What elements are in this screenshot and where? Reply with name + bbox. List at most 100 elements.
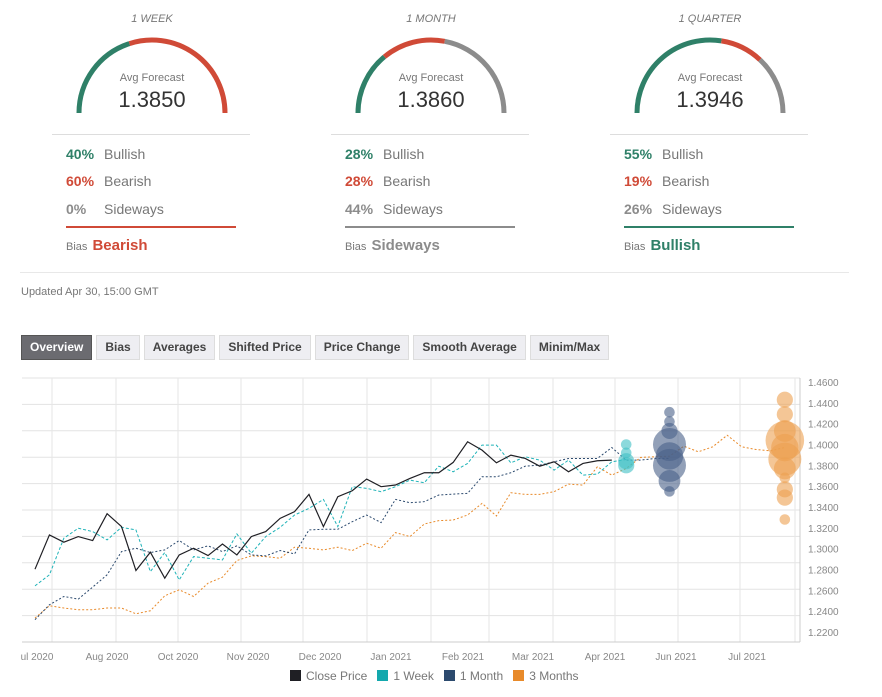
x-tick-label: Oct 2020 [158, 652, 199, 663]
gauge-bullish-arc [634, 37, 722, 114]
forecast-bubble-1-week [620, 439, 632, 450]
tab-price-change[interactable]: Price Change [314, 335, 410, 360]
card-title: 1 WEEK [131, 13, 173, 25]
bearish-row: 60% Bearish [66, 173, 152, 189]
avg-forecast-value: 1.3850 [118, 87, 186, 112]
gauge-bearish-arc [128, 37, 228, 114]
tab-bias[interactable]: Bias [96, 335, 140, 360]
x-tick-label: Dec 2020 [299, 652, 342, 663]
bias: Bias Sideways [345, 237, 440, 254]
tab-averages[interactable]: Averages [143, 335, 216, 360]
legend-swatch [443, 670, 455, 681]
series-line-close-price [34, 440, 612, 580]
legend-swatch [377, 670, 389, 681]
bias: Bias Bearish [66, 237, 148, 254]
y-tick-label: 1.2200 [808, 628, 839, 639]
gauge-sideways-arc [444, 38, 507, 114]
bias-value: Bullish [650, 237, 701, 254]
bearish-row: 19% Bearish [624, 173, 710, 189]
y-tick-label: 1.4200 [808, 420, 839, 431]
x-tick-label: Jun 2021 [655, 652, 697, 663]
forecast-bubble-1-month [652, 448, 686, 482]
x-tick-label: Feb 2021 [442, 652, 485, 663]
avg-forecast-label: Avg Forecast [119, 72, 185, 84]
tab-smooth-average[interactable]: Smooth Average [413, 335, 526, 360]
tab-overview[interactable]: Overview [21, 335, 93, 360]
x-tick-label: Jul 2021 [728, 652, 766, 663]
gauge-bearish-arc [720, 38, 762, 62]
gauge [76, 37, 228, 114]
forecast-chart: 1.4600 1.4400 1.4200 1.4000 1.3800 1.3600 1.34… [21, 377, 839, 663]
forecast-bubble-3-months [773, 457, 796, 480]
x-tick-label: Nov 2020 [227, 652, 270, 663]
forecast-bubble-1-month [664, 406, 675, 418]
x-tick-label: ul 2020 [21, 652, 54, 663]
avg-forecast-label: Avg Forecast [677, 72, 743, 84]
avg-forecast-label: Avg Forecast [398, 72, 464, 84]
x-tick-label: Apr 2021 [585, 652, 626, 663]
sideways-row: 0% Sideways [66, 201, 164, 217]
y-tick-label: 1.3200 [808, 524, 839, 535]
forecast-bubble-1-month [664, 486, 675, 497]
divider [610, 134, 808, 135]
avg-forecast-value: 1.3946 [676, 87, 744, 112]
bullish-row: 28% Bullish [345, 146, 425, 162]
chart-legend: Close Price 1 Week 1 Month 3 Months [290, 669, 579, 683]
legend-item-1-week[interactable]: 1 Week [377, 669, 434, 683]
bias: Bias Bullish [624, 237, 701, 254]
y-tick-label: 1.4400 [808, 399, 839, 410]
x-tick-label: Aug 2020 [86, 652, 129, 663]
y-tick-label: 1.3600 [808, 482, 839, 493]
bias-value: Bearish [92, 237, 148, 254]
gauge-bullish-arc [76, 41, 131, 114]
x-tick-label: Mar 2021 [512, 652, 555, 663]
gauge-bullish-arc [355, 54, 387, 114]
sideways-row: 44% Sideways [345, 201, 443, 217]
series-line-1-week [34, 444, 627, 587]
forecast-bubble-3-months [776, 391, 793, 408]
divider [331, 134, 529, 135]
bullish-row: 40% Bullish [66, 146, 146, 162]
series-line-1-month [34, 446, 670, 621]
bullish-row: 55% Bullish [624, 146, 704, 162]
y-tick-label: 1.4000 [808, 441, 839, 452]
y-tick-label: 1.2600 [808, 586, 839, 597]
bias-value: Sideways [371, 237, 440, 254]
divider [52, 134, 250, 135]
forecast-bubble-1-week [618, 457, 635, 474]
section-divider [20, 272, 849, 273]
y-tick-label: 1.3400 [808, 503, 839, 514]
gauge [355, 37, 507, 114]
bias-underline [624, 226, 794, 228]
y-tick-label: 1.3800 [808, 461, 839, 472]
bearish-row: 28% Bearish [345, 173, 431, 189]
forecast-bubble-3-months [776, 406, 793, 423]
legend-swatch [290, 670, 301, 681]
chart-tabs: Overview Bias Averages Shifted Price Pri… [21, 335, 610, 360]
sideways-row: 26% Sideways [624, 201, 722, 217]
legend-item-close-price[interactable]: Close Price [290, 669, 367, 683]
tab-minim-max[interactable]: Minim/Max [529, 335, 610, 360]
forecast-bubble-3-months [776, 489, 793, 506]
card-title: 1 MONTH [406, 13, 456, 25]
legend-item-1-month[interactable]: 1 Month [443, 669, 503, 683]
legend-item-3-months[interactable]: 3 Months [513, 669, 579, 683]
forecast-bubble-1-month [658, 470, 681, 492]
legend-swatch [513, 670, 525, 681]
updated-timestamp: Updated Apr 30, 15:00 GMT [21, 286, 159, 298]
bias-underline [66, 226, 236, 228]
gauge [634, 37, 786, 114]
bias-underline [345, 226, 515, 228]
gauge-bearish-arc [382, 37, 446, 59]
y-tick-label: 1.3000 [808, 545, 839, 556]
y-tick-label: 1.4600 [808, 378, 839, 389]
gauge-sideways-arc [758, 57, 786, 114]
forecast-bubble-3-months [779, 472, 791, 484]
y-tick-label: 1.2800 [808, 566, 839, 577]
tab-shifted-price[interactable]: Shifted Price [219, 335, 311, 360]
y-tick-label: 1.2400 [808, 607, 839, 618]
forecast-bubble-3-months [779, 514, 791, 525]
avg-forecast-value: 1.3860 [397, 87, 465, 112]
card-title: 1 QUARTER [678, 13, 742, 25]
x-tick-label: Jan 2021 [370, 652, 412, 663]
